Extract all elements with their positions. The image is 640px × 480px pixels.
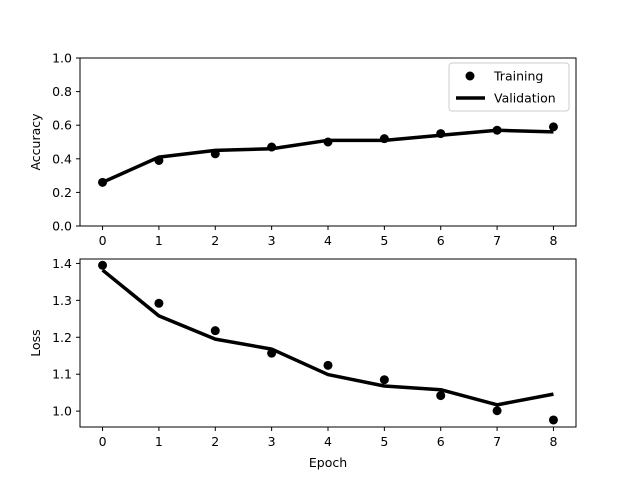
x-tick-label: 2	[211, 233, 219, 248]
y-tick-label: 1.0	[52, 404, 72, 419]
legend-label-training: Training	[493, 69, 543, 84]
axes-frame	[79, 258, 577, 428]
x-tick-label: 8	[549, 233, 557, 248]
x-tick-label: 7	[493, 233, 501, 248]
y-axis-label: Accuracy	[28, 113, 43, 171]
series-line-validation	[101, 128, 554, 184]
data-point-training	[323, 360, 333, 370]
y-tick-label: 1.2	[52, 330, 72, 345]
x-tick-label: 5	[380, 434, 388, 449]
x-tick-label: 4	[324, 233, 332, 248]
chart-panel-1: 0 1 2 3 4 5 6 7 8 1.0 1.1 1.2 1.3 1.4 Loss Epoch	[28, 256, 577, 470]
axes-frame	[79, 57, 577, 227]
y-tick-label: 0.6	[52, 118, 72, 133]
data-point-training	[98, 260, 108, 270]
data-point-training	[210, 326, 220, 336]
data-point-training	[436, 391, 446, 401]
x-tick-label: 1	[155, 434, 163, 449]
data-point-training	[154, 298, 164, 308]
legend-marker-icon	[465, 71, 475, 81]
x-tick-label: 6	[437, 434, 445, 449]
y-tick-label: 1.0	[52, 51, 72, 66]
x-tick-label: 1	[155, 233, 163, 248]
y-tick-label: 1.4	[52, 256, 72, 271]
x-tick-label: 8	[549, 434, 557, 449]
x-tick-label: 3	[268, 233, 276, 248]
data-point-training	[548, 122, 558, 132]
series-line-validation	[101, 268, 554, 407]
chart-panel-0: 0 1 2 3 4 5 6 7 8 0.0 0.2 0.4 0.6 0.8 1.0 Accuracy Train…	[28, 51, 577, 248]
x-tick-label: 6	[437, 233, 445, 248]
x-tick-label: 4	[324, 434, 332, 449]
data-point-training	[379, 375, 389, 385]
x-tick-label: 0	[99, 233, 107, 248]
x-tick-label: 3	[268, 434, 276, 449]
data-point-training	[548, 415, 558, 425]
y-axis-label: Loss	[28, 329, 43, 356]
y-tick-label: 0.4	[52, 151, 72, 166]
legend-label-validation: Validation	[494, 91, 556, 106]
x-axis-label: Epoch	[309, 455, 347, 470]
x-tick-label: 5	[380, 233, 388, 248]
y-tick-label: 1.3	[52, 293, 72, 308]
y-tick-label: 0.2	[52, 185, 72, 200]
y-tick-label: 1.1	[52, 367, 72, 382]
x-tick-label: 7	[493, 434, 501, 449]
legend: Training Validation	[448, 62, 570, 112]
x-tick-label: 0	[99, 434, 107, 449]
data-point-training	[492, 406, 502, 416]
y-tick-label: 0.0	[52, 219, 72, 234]
y-tick-label: 0.8	[52, 84, 72, 99]
x-tick-label: 2	[211, 434, 219, 449]
